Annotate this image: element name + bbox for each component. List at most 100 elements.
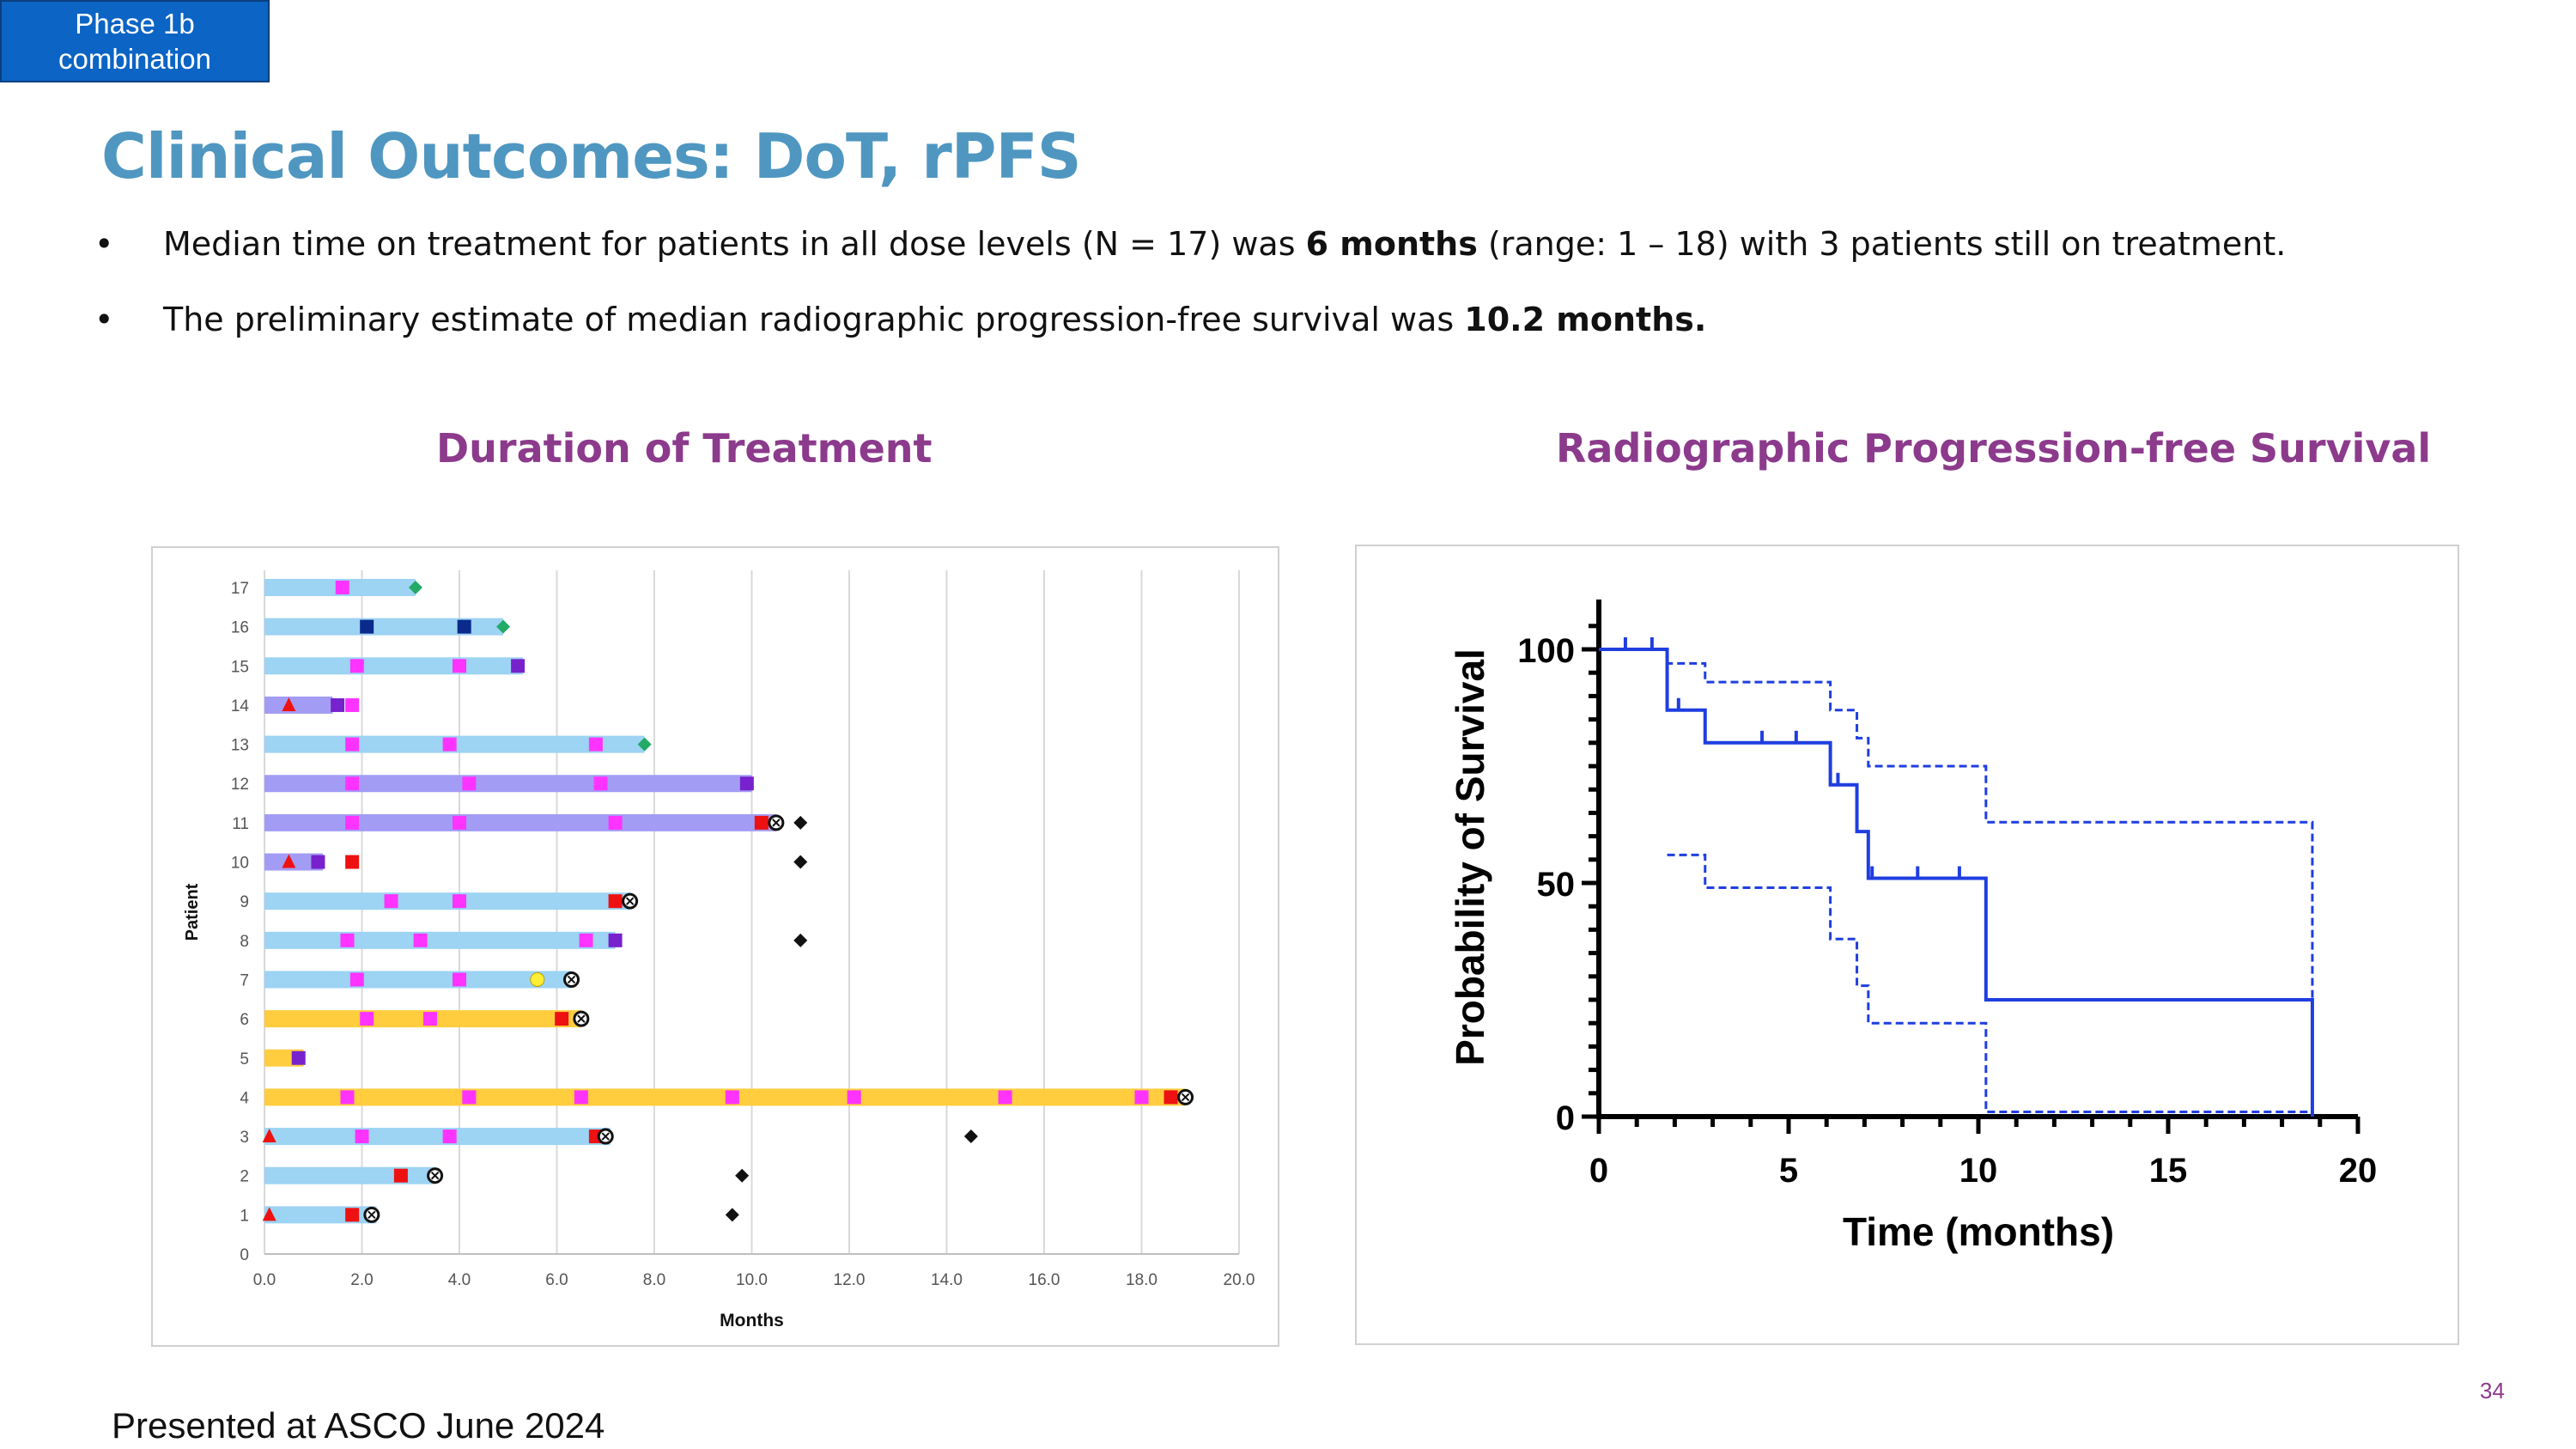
bullet-list: • Median time on treatment for patients … bbox=[94, 223, 2499, 374]
event-marker-square bbox=[739, 776, 754, 791]
bullet-text-end: (range: 1 – 18) with 3 patients still on… bbox=[1477, 225, 2287, 263]
page-number: 34 bbox=[2480, 1378, 2505, 1403]
event-marker-square bbox=[345, 815, 360, 830]
x-tick-label: 6.0 bbox=[545, 1271, 568, 1289]
x-tick-label: 4.0 bbox=[448, 1271, 471, 1289]
event-marker-square bbox=[360, 1012, 374, 1026]
x-tick-label: 10.0 bbox=[736, 1271, 768, 1289]
x-tick-label: 20.0 bbox=[1224, 1271, 1255, 1289]
treatment-bar bbox=[264, 931, 616, 949]
x-axis-label: Time (months) bbox=[1843, 1209, 2114, 1254]
y-tick-label: 11 bbox=[232, 815, 249, 833]
off-treatment-cross bbox=[601, 1132, 610, 1141]
event-marker-diamond bbox=[793, 855, 808, 869]
x-tick-label: 20 bbox=[2339, 1152, 2378, 1190]
event-marker-square bbox=[462, 1090, 477, 1105]
y-tick-label: 1 bbox=[240, 1207, 249, 1225]
km-chart-panel: 0 50 100 0 5 10 15 20 Time (months) Probability o… bbox=[1355, 545, 2459, 1345]
event-marker-square bbox=[511, 659, 526, 673]
km-chart-title: Radiographic Progression-free Survival bbox=[1556, 425, 2432, 472]
event-marker-diamond bbox=[735, 1168, 750, 1183]
treatment-bar bbox=[264, 853, 324, 871]
phase-badge: Phase 1b combination bbox=[0, 0, 270, 82]
event-marker-diamond bbox=[963, 1129, 978, 1144]
km-confidence-line bbox=[1667, 853, 2312, 1114]
event-marker-square bbox=[355, 1129, 369, 1144]
off-treatment-cross bbox=[625, 897, 635, 905]
x-tick-label: 16.0 bbox=[1029, 1271, 1060, 1289]
event-marker-square bbox=[574, 1090, 588, 1105]
treatment-bar bbox=[264, 1010, 581, 1028]
y-tick-label: 7 bbox=[240, 971, 249, 989]
event-marker-diamond bbox=[793, 815, 808, 830]
event-marker-square bbox=[442, 1129, 457, 1144]
bullet-dot: • bbox=[94, 301, 114, 338]
event-marker-square bbox=[442, 737, 457, 752]
x-tick-label: 8.0 bbox=[643, 1271, 665, 1289]
event-marker-square bbox=[453, 815, 466, 830]
event-marker-square bbox=[608, 933, 623, 947]
event-marker-square bbox=[331, 697, 345, 712]
event-marker-square bbox=[579, 933, 593, 947]
event-marker-square bbox=[608, 894, 623, 909]
event-marker-square bbox=[345, 1208, 360, 1222]
event-marker-square bbox=[349, 659, 364, 673]
y-tick-label: 5 bbox=[240, 1050, 249, 1068]
y-tick-label: 17 bbox=[231, 580, 249, 598]
y-tick-label: 6 bbox=[240, 1011, 249, 1029]
event-marker-square bbox=[345, 776, 360, 791]
y-tick-label: 0 bbox=[1556, 1099, 1575, 1137]
off-treatment-cross bbox=[430, 1171, 440, 1180]
badge-line-1: Phase 1b bbox=[75, 8, 195, 40]
event-marker-square bbox=[311, 855, 325, 869]
event-marker-square bbox=[998, 1090, 1012, 1105]
y-tick-label: 0 bbox=[240, 1246, 249, 1264]
event-marker-square bbox=[453, 659, 466, 673]
event-marker-triangle bbox=[282, 697, 296, 711]
km-confidence-line bbox=[1666, 649, 2314, 1117]
bullet-item: • Median time on treatment for patients … bbox=[94, 223, 2499, 299]
bullet-text: The preliminary estimate of median radio… bbox=[163, 301, 1465, 338]
treatment-bar bbox=[264, 1128, 611, 1146]
bullet-bold: 6 months bbox=[1305, 225, 1478, 263]
event-marker-square bbox=[453, 894, 466, 909]
treatment-bar bbox=[264, 1088, 1186, 1106]
x-tick-label: 2.0 bbox=[350, 1271, 373, 1289]
event-marker-diamond bbox=[408, 581, 422, 594]
event-marker-square bbox=[393, 1168, 408, 1183]
y-tick-label: 4 bbox=[240, 1089, 249, 1107]
y-tick-label: 3 bbox=[240, 1129, 249, 1147]
event-marker-square bbox=[422, 1012, 437, 1026]
event-marker-triangle bbox=[262, 1129, 276, 1143]
y-axis-label: Probability of Survival bbox=[1448, 648, 1492, 1066]
x-axis-label: Months bbox=[720, 1311, 784, 1330]
treatment-bar bbox=[264, 657, 523, 675]
y-tick-label: 100 bbox=[1517, 632, 1575, 670]
event-marker-diamond bbox=[725, 1208, 739, 1222]
x-tick-label: 12.0 bbox=[834, 1271, 866, 1289]
event-marker-square bbox=[1163, 1090, 1178, 1105]
x-tick-label: 0.0 bbox=[253, 1271, 276, 1289]
y-tick-label: 12 bbox=[231, 776, 249, 794]
y-tick-label: 50 bbox=[1537, 866, 1576, 904]
treatment-bar bbox=[264, 813, 776, 831]
event-marker-square bbox=[335, 581, 349, 594]
event-marker-square bbox=[345, 737, 360, 752]
event-marker-square bbox=[340, 1090, 355, 1105]
y-tick-label: 9 bbox=[240, 893, 249, 911]
bullet-bold: 10.2 months. bbox=[1464, 301, 1707, 338]
event-marker-square bbox=[593, 776, 608, 791]
y-tick-label: 16 bbox=[231, 619, 249, 637]
km-chart: 0 50 100 0 5 10 15 20 Time (months) Probability o… bbox=[1448, 600, 2378, 1254]
dot-chart-title: Duration of Treatment bbox=[436, 425, 933, 472]
treatment-bar bbox=[264, 971, 572, 989]
treatment-bar bbox=[264, 775, 752, 793]
event-marker-square bbox=[1134, 1090, 1149, 1105]
event-marker-circle bbox=[530, 971, 545, 987]
treatment-bar bbox=[264, 1206, 377, 1224]
event-marker-square bbox=[608, 815, 623, 830]
event-marker-square bbox=[462, 776, 477, 791]
x-tick-label: 15 bbox=[2149, 1152, 2188, 1190]
event-marker-diamond bbox=[793, 933, 808, 947]
event-marker-diamond bbox=[496, 619, 511, 634]
